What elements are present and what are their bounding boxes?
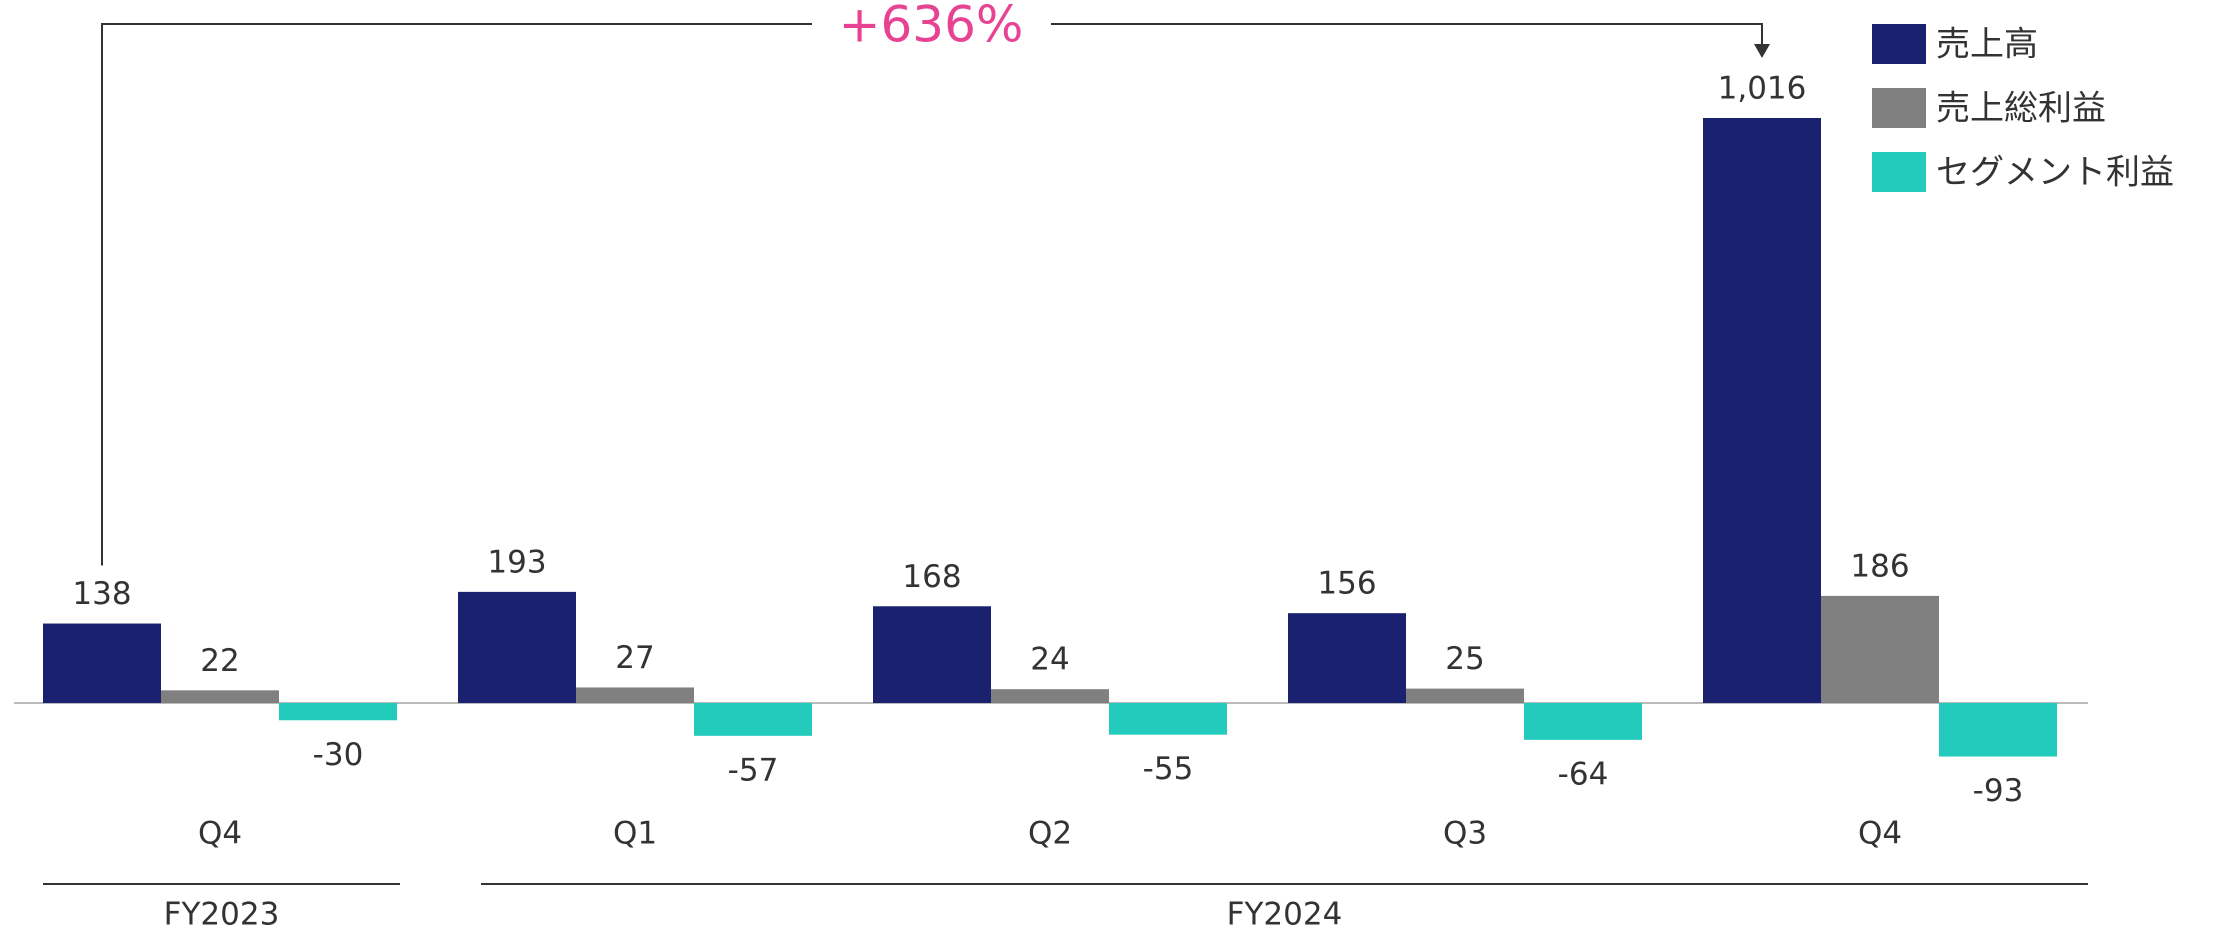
bar: [1939, 703, 2057, 757]
value-label: -55: [1143, 751, 1194, 787]
bar: [991, 689, 1109, 703]
value-label: 25: [1445, 641, 1484, 677]
annotation-arrow: [1754, 44, 1770, 58]
value-label: 168: [902, 559, 961, 595]
group-label: FY2023: [164, 897, 280, 928]
legend-label: 売上総利益: [1936, 89, 2106, 129]
legend-label: 売上高: [1936, 25, 2038, 65]
legend-swatch: [1872, 88, 1926, 128]
category-label: Q2: [1028, 816, 1072, 852]
annotation-bracket: [101, 23, 1763, 566]
value-label: 27: [615, 640, 654, 676]
value-label: 138: [72, 576, 131, 612]
bar: [1406, 688, 1524, 703]
value-label: 156: [1317, 566, 1376, 602]
value-label: 186: [1850, 548, 1909, 584]
legend-label: セグメント利益: [1936, 153, 2174, 193]
category-label: Q4: [198, 816, 242, 852]
annotation: +636%: [839, 0, 1024, 54]
bar: [873, 606, 991, 703]
value-label: 22: [200, 643, 239, 679]
bar: [1703, 118, 1821, 703]
value-label: -57: [728, 752, 779, 788]
category-label: Q1: [613, 816, 657, 852]
bar: [279, 703, 397, 721]
value-label: -64: [1558, 756, 1609, 792]
legend-swatch: [1872, 152, 1926, 192]
bar: [43, 623, 161, 703]
legend-swatch: [1872, 24, 1926, 64]
bar: [576, 687, 694, 703]
category-label: Q4: [1858, 816, 1902, 852]
bar: [694, 703, 812, 736]
bar: [1524, 703, 1642, 740]
bar: [1288, 613, 1406, 703]
group-label: FY2024: [1227, 897, 1343, 928]
value-label: -93: [1973, 773, 2024, 809]
bar: [1821, 595, 1939, 703]
bar: [458, 591, 576, 703]
bar: [161, 690, 279, 703]
value-label: 1,016: [1718, 71, 1807, 107]
value-label: -30: [313, 737, 364, 773]
value-label: 193: [487, 544, 546, 580]
value-label: 24: [1030, 642, 1069, 678]
category-label: Q3: [1443, 816, 1487, 852]
bar: [1109, 703, 1227, 735]
